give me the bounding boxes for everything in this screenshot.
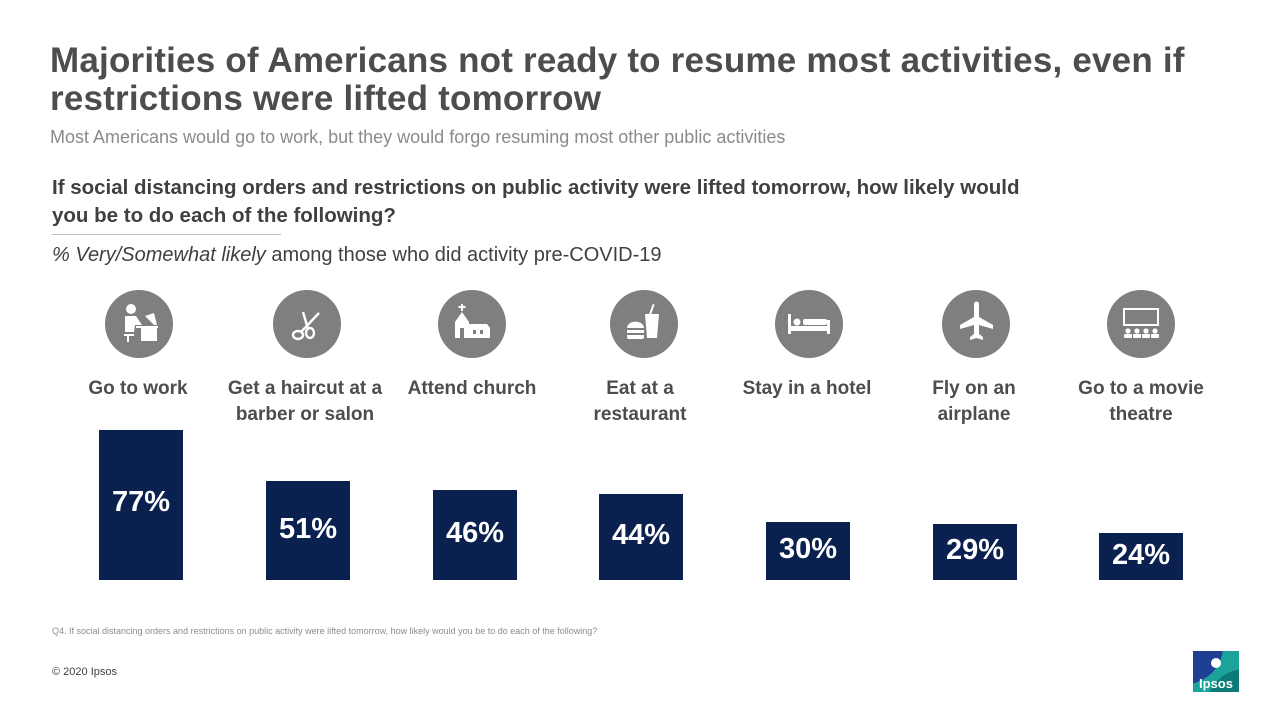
survey-question: If social distancing orders and restrict… — [52, 176, 1020, 227]
bar — [766, 522, 850, 580]
bar-value-label: 46% — [445, 517, 505, 549]
bar — [266, 481, 350, 580]
category-label: Go to work — [88, 378, 188, 399]
bar-value-label: 44% — [611, 519, 671, 551]
base-note-italic: % Very/Somewhat likely — [52, 244, 266, 266]
airplane-icon — [942, 290, 1010, 358]
bar-value-label: 30% — [778, 533, 838, 565]
divider — [52, 234, 281, 235]
page-subtitle: Most Americans would go to work, but the… — [50, 127, 786, 147]
restaurant-icon — [610, 290, 678, 358]
bar-value-label: 77% — [111, 486, 171, 518]
base-note: % Very/Somewhat likely among those who d… — [52, 244, 662, 267]
bar — [1099, 533, 1183, 580]
scissors-icon — [273, 290, 341, 358]
base-note-rest: among those who did activity pre-COVID-1… — [265, 244, 662, 266]
category-label: Attend church — [407, 378, 537, 399]
logo-text: Ipsos — [1199, 676, 1233, 691]
bar-value-label: 51% — [278, 512, 338, 545]
category-label: Eat at a restaurant — [593, 378, 687, 425]
hotel-bed-icon — [775, 290, 843, 358]
bar — [99, 430, 183, 580]
bar-value-label: 24% — [1111, 538, 1171, 571]
bar — [599, 494, 683, 580]
church-icon — [438, 290, 506, 358]
category-label: Fly on an airplane — [932, 378, 1016, 425]
worker-at-desk-icon — [105, 290, 173, 358]
ipsos-logo: Ipsos — [1193, 651, 1239, 692]
page-title: Majorities of Americans not ready to res… — [50, 41, 1185, 118]
copyright: © 2020 Ipsos — [52, 666, 117, 678]
bar — [433, 490, 517, 580]
category-label: Stay in a hotel — [742, 378, 872, 399]
bar-value-label: 29% — [945, 534, 1005, 566]
category-label: Go to a movie theatre — [1078, 378, 1204, 425]
category-label: Get a haircut at a barber or salon — [227, 378, 383, 425]
movie-theatre-icon — [1107, 290, 1175, 358]
bar — [933, 524, 1017, 580]
footnote: Q4. If social distancing orders and rest… — [52, 626, 598, 636]
